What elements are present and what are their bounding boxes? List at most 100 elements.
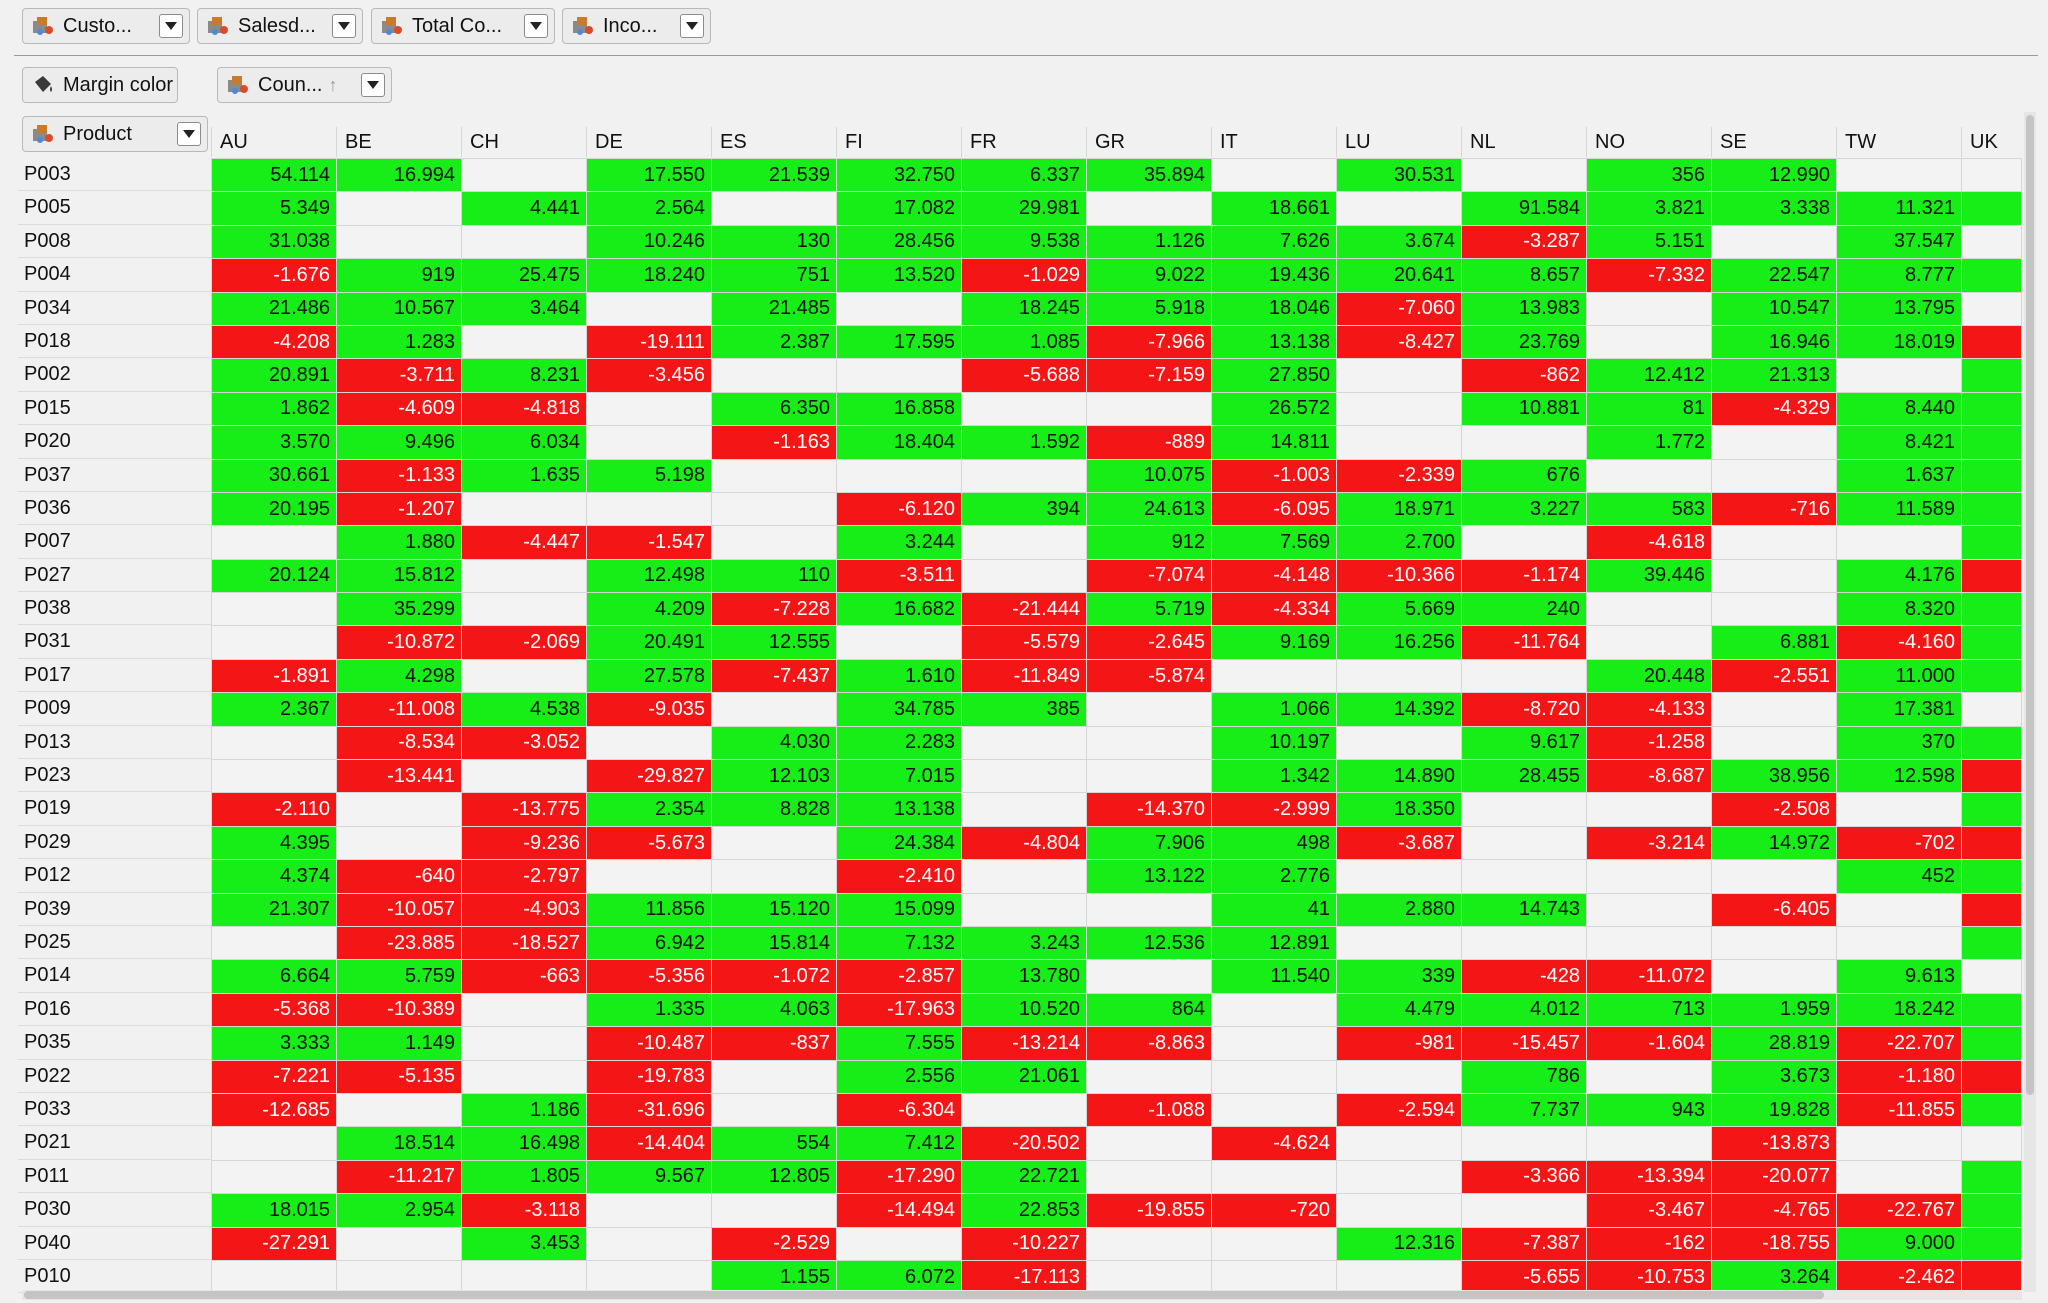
table-cell[interactable]: -663 bbox=[461, 959, 587, 994]
table-cell[interactable] bbox=[1586, 792, 1712, 827]
table-cell[interactable]: 16.498 bbox=[461, 1126, 587, 1161]
table-cell[interactable] bbox=[1961, 959, 2022, 994]
table-cell[interactable] bbox=[1211, 157, 1337, 193]
table-cell[interactable]: 10.246 bbox=[586, 224, 712, 260]
table-cell[interactable]: -5.356 bbox=[586, 959, 712, 994]
table-cell[interactable]: -4.804 bbox=[961, 825, 1087, 861]
table-cell[interactable]: 1.772 bbox=[1586, 425, 1712, 460]
table-cell[interactable]: -19.783 bbox=[586, 1059, 712, 1094]
table-cell[interactable]: -10.057 bbox=[336, 892, 462, 927]
table-cell[interactable] bbox=[461, 1026, 587, 1061]
table-cell[interactable] bbox=[1961, 191, 2022, 226]
table-cell[interactable] bbox=[1461, 1193, 1587, 1228]
table-cell[interactable]: -13.775 bbox=[461, 792, 587, 827]
table-cell[interactable]: -1.003 bbox=[1211, 458, 1337, 493]
table-cell[interactable] bbox=[711, 358, 837, 393]
table-cell[interactable] bbox=[1086, 725, 1212, 761]
table-cell[interactable]: -702 bbox=[1836, 825, 1962, 861]
table-cell[interactable]: 6.034 bbox=[461, 425, 587, 460]
table-cell[interactable]: 9.022 bbox=[1086, 258, 1212, 293]
table-cell[interactable]: 41 bbox=[1211, 892, 1337, 927]
table-cell[interactable]: 3.227 bbox=[1461, 491, 1587, 527]
table-cell[interactable] bbox=[1961, 224, 2022, 260]
table-cell[interactable]: -29.827 bbox=[586, 759, 712, 794]
table-cell[interactable]: 8.657 bbox=[1461, 258, 1587, 293]
table-cell[interactable]: 2.880 bbox=[1336, 892, 1462, 927]
table-cell[interactable]: -13.873 bbox=[1711, 1126, 1837, 1161]
table-cell[interactable] bbox=[1586, 892, 1712, 927]
row-header[interactable]: P034 bbox=[18, 292, 211, 325]
table-cell[interactable]: 919 bbox=[336, 258, 462, 293]
table-cell[interactable]: -2.339 bbox=[1336, 458, 1462, 493]
table-cell[interactable]: 4.441 bbox=[461, 191, 587, 226]
table-cell[interactable]: 4.298 bbox=[336, 658, 462, 694]
table-cell[interactable]: 9.617 bbox=[1461, 725, 1587, 761]
table-cell[interactable]: -11.008 bbox=[336, 692, 462, 727]
table-cell[interactable] bbox=[1086, 759, 1212, 794]
table-cell[interactable]: 7.626 bbox=[1211, 224, 1337, 260]
table-cell[interactable] bbox=[1961, 1026, 2022, 1061]
row-header[interactable]: P011 bbox=[18, 1160, 211, 1194]
table-cell[interactable]: -8.720 bbox=[1461, 692, 1587, 727]
table-cell[interactable]: -7.060 bbox=[1336, 291, 1462, 326]
table-cell[interactable] bbox=[961, 391, 1087, 427]
table-cell[interactable]: -2.999 bbox=[1211, 792, 1337, 827]
table-cell[interactable]: 2.700 bbox=[1336, 525, 1462, 560]
row-header[interactable]: P027 bbox=[18, 559, 211, 593]
table-cell[interactable]: 24.384 bbox=[836, 825, 962, 861]
table-cell[interactable]: -4.609 bbox=[336, 391, 462, 427]
table-cell[interactable] bbox=[211, 925, 337, 961]
table-cell[interactable] bbox=[1711, 859, 1837, 894]
table-cell[interactable]: 2.387 bbox=[711, 324, 837, 360]
row-header[interactable]: P015 bbox=[18, 392, 211, 426]
table-cell[interactable]: 370 bbox=[1836, 725, 1962, 761]
table-cell[interactable]: -3.467 bbox=[1586, 1193, 1712, 1228]
table-cell[interactable]: -1.180 bbox=[1836, 1059, 1962, 1094]
table-cell[interactable]: -4.765 bbox=[1711, 1193, 1837, 1228]
table-cell[interactable] bbox=[1961, 759, 2022, 794]
table-cell[interactable]: 3.673 bbox=[1711, 1059, 1837, 1094]
table-cell[interactable] bbox=[1711, 692, 1837, 727]
table-cell[interactable]: 5.719 bbox=[1086, 592, 1212, 627]
table-cell[interactable]: -4.133 bbox=[1586, 692, 1712, 727]
row-header[interactable]: P035 bbox=[18, 1026, 211, 1060]
table-cell[interactable]: 3.264 bbox=[1711, 1259, 1837, 1295]
table-cell[interactable]: -10.872 bbox=[336, 625, 462, 660]
table-cell[interactable]: 498 bbox=[1211, 825, 1337, 861]
table-cell[interactable]: 10.075 bbox=[1086, 458, 1212, 493]
table-cell[interactable]: 27.850 bbox=[1211, 358, 1337, 393]
table-cell[interactable]: -13.441 bbox=[336, 759, 462, 794]
table-cell[interactable]: 13.795 bbox=[1836, 291, 1962, 326]
table-cell[interactable]: -6.120 bbox=[836, 491, 962, 527]
table-cell[interactable] bbox=[1211, 1059, 1337, 1094]
table-cell[interactable] bbox=[586, 1259, 712, 1295]
table-cell[interactable] bbox=[1961, 157, 2022, 193]
table-cell[interactable]: 22.853 bbox=[961, 1193, 1087, 1228]
table-cell[interactable]: -11.764 bbox=[1461, 625, 1587, 660]
table-cell[interactable]: 676 bbox=[1461, 458, 1587, 493]
table-cell[interactable] bbox=[461, 1059, 587, 1094]
table-cell[interactable]: 21.486 bbox=[211, 291, 337, 326]
filter-salesdate[interactable]: Salesd... bbox=[197, 8, 363, 44]
table-cell[interactable]: 3.464 bbox=[461, 291, 587, 326]
row-header[interactable]: P040 bbox=[18, 1227, 211, 1260]
table-cell[interactable]: 1.335 bbox=[586, 992, 712, 1028]
chevron-down-icon[interactable] bbox=[332, 14, 356, 38]
table-cell[interactable]: 1.862 bbox=[211, 391, 337, 427]
table-cell[interactable]: -3.456 bbox=[586, 358, 712, 393]
table-cell[interactable] bbox=[1961, 1193, 2022, 1228]
table-cell[interactable]: 1.805 bbox=[461, 1159, 587, 1195]
table-cell[interactable]: -23.885 bbox=[336, 925, 462, 961]
table-cell[interactable] bbox=[961, 859, 1087, 894]
table-cell[interactable]: 14.890 bbox=[1336, 759, 1462, 794]
table-cell[interactable]: -2.797 bbox=[461, 859, 587, 894]
table-cell[interactable]: -5.655 bbox=[1461, 1259, 1587, 1295]
table-cell[interactable]: -5.688 bbox=[961, 358, 1087, 393]
table-cell[interactable]: 8.320 bbox=[1836, 592, 1962, 627]
table-cell[interactable]: -1.072 bbox=[711, 959, 837, 994]
table-cell[interactable]: 912 bbox=[1086, 525, 1212, 560]
table-cell[interactable]: 13.138 bbox=[836, 792, 962, 827]
table-cell[interactable] bbox=[211, 625, 337, 660]
table-cell[interactable]: -14.370 bbox=[1086, 792, 1212, 827]
table-cell[interactable]: 6.942 bbox=[586, 925, 712, 961]
